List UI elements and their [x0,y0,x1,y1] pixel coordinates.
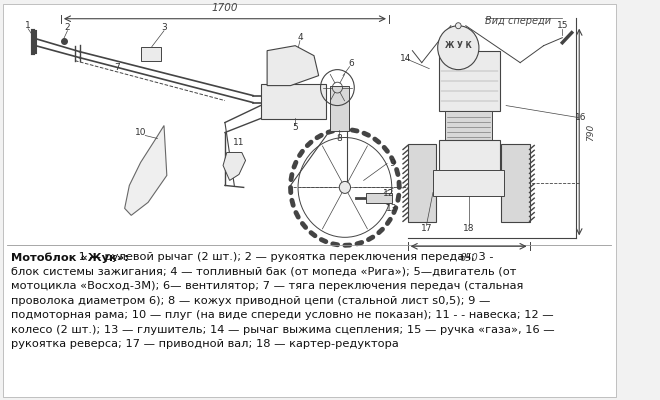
Bar [433,170,504,196]
Text: колесо (2 шт.); 13 — глушитель; 14 — рычаг выжима сцепления; 15 — ручка «газа», : колесо (2 шт.); 13 — глушитель; 14 — рыч… [11,325,555,335]
Polygon shape [267,46,319,86]
Text: 12: 12 [383,189,395,198]
Text: 8: 8 [337,134,342,143]
Text: 11: 11 [233,138,245,147]
Circle shape [438,26,479,70]
Bar [261,84,326,118]
Text: мотоцикла «Восход-3М); 6— вентилятор; 7 — тяга переключения передач (стальная: мотоцикла «Восход-3М); 6— вентилятор; 7 … [11,281,523,291]
Polygon shape [125,126,167,215]
Bar [446,110,492,140]
Circle shape [339,182,350,193]
Text: 13: 13 [386,204,397,213]
Text: 6: 6 [348,59,354,68]
Polygon shape [223,152,246,180]
Text: 1 — рулевой рычаг (2 шт.); 2 — рукоятка переключения передач; 3 -: 1 — рулевой рычаг (2 шт.); 2 — рукоятка … [75,252,494,262]
Text: 18: 18 [463,224,475,233]
Text: 17: 17 [420,224,432,233]
Text: 15: 15 [556,21,568,30]
Bar [439,174,500,192]
Text: 7: 7 [114,63,120,72]
Text: блок системы зажигания; 4 — топливный бак (от мопеда «Рига»); 5—двигатель (от: блок системы зажигания; 4 — топливный ба… [11,267,517,277]
Text: 2: 2 [65,23,71,32]
Text: Вид спереди: Вид спереди [484,16,550,26]
Circle shape [455,23,461,29]
Text: Ж У К: Ж У К [445,41,472,50]
Text: 4: 4 [297,33,303,42]
Text: проволока диаметром 6); 8 — кожух приводной цепи (стальной лист s0,5); 9 —: проволока диаметром 6); 8 — кожух привод… [11,296,490,306]
Circle shape [288,126,402,248]
Text: Мотоблок «Жук»:: Мотоблок «Жук»: [11,252,129,263]
Text: 16: 16 [576,113,587,122]
Text: 3: 3 [161,23,167,32]
Bar [141,47,161,61]
Text: 10: 10 [135,128,147,137]
Text: 9: 9 [389,159,395,168]
Bar [408,144,436,222]
Bar [502,144,529,222]
Bar [439,51,500,110]
Text: 790: 790 [586,124,595,141]
Text: подмоторная рама; 10 — плуг (на виде спереди условно не показан); 11 - - навеска: подмоторная рама; 10 — плуг (на виде спе… [11,310,554,320]
Text: рукоятка реверса; 17 — приводной вал; 18 — картер-редуктора: рукоятка реверса; 17 — приводной вал; 18… [11,339,399,349]
Text: 5: 5 [292,123,298,132]
Text: 1: 1 [25,21,31,30]
Bar [330,86,348,130]
Text: 650: 650 [459,253,478,263]
Bar [366,193,392,203]
Bar [439,140,500,176]
Text: 14: 14 [400,54,412,63]
Text: 1700: 1700 [212,3,238,13]
